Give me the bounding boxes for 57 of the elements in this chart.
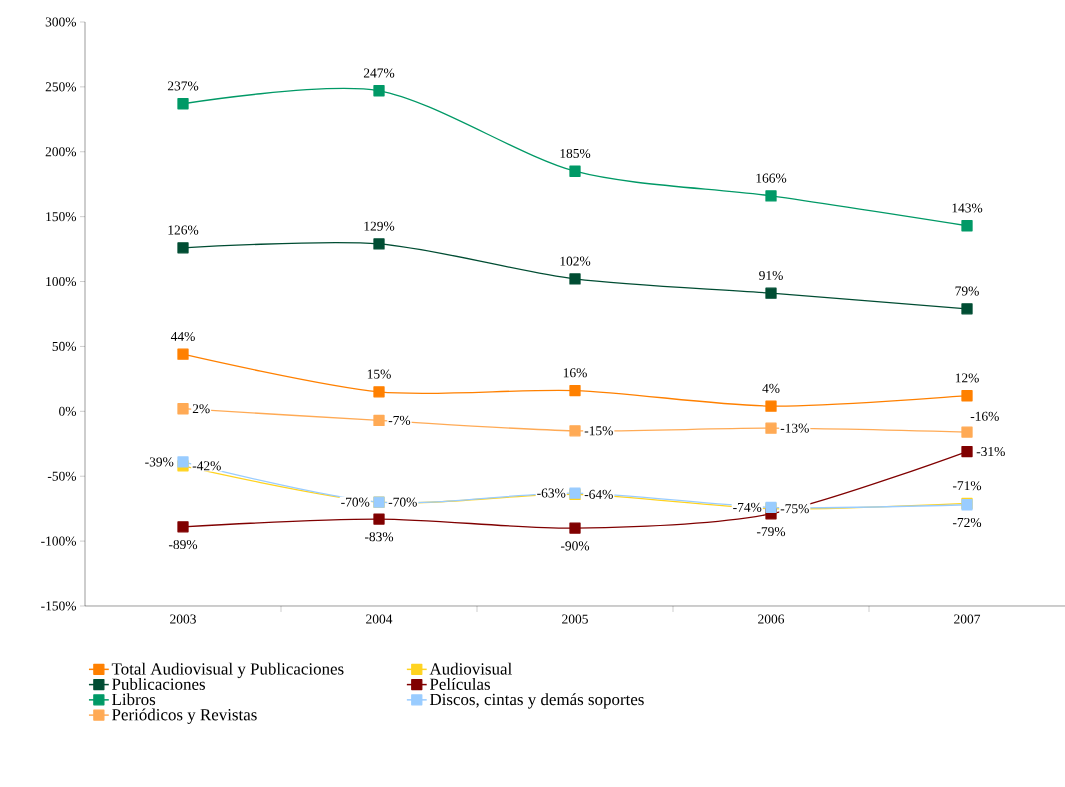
x-tick-label: 2003	[170, 614, 196, 624]
data-label: 237%	[167, 81, 199, 91]
data-label: -63%	[537, 488, 566, 498]
data-label: 4%	[762, 383, 780, 393]
data-label: -83%	[364, 532, 394, 542]
data-label: -72%	[952, 517, 982, 528]
data-label: -75%	[780, 504, 809, 514]
data-label: 185%	[560, 148, 591, 159]
data-label: -70%	[341, 497, 370, 507]
y-tick-label: 100%	[46, 276, 77, 287]
data-label: -70%	[388, 497, 417, 507]
data-label: -74%	[733, 502, 762, 512]
data-label: -31%	[976, 446, 1005, 457]
legend-label: Discos, cintas y demás soportes	[429, 693, 644, 709]
legend-label: Publicaciones	[112, 677, 205, 690]
data-label: -15%	[584, 426, 613, 436]
data-label: 44%	[170, 331, 195, 342]
legend-label: Libros	[112, 693, 156, 706]
y-tick-label: 300%	[45, 17, 77, 27]
y-tick-label: 0%	[59, 406, 77, 416]
x-tick-label: 2006	[758, 614, 785, 624]
data-label: -13%	[780, 423, 809, 433]
data-label: 2%	[192, 404, 210, 414]
data-label: 79%	[955, 286, 979, 296]
data-label: 129%	[364, 221, 395, 231]
data-label: -79%	[756, 527, 786, 537]
x-tick-label: 2005	[562, 614, 588, 624]
legend-label: Total Audiovisual y Publicaciones	[111, 662, 344, 679]
y-tick-label: -50%	[47, 471, 77, 481]
data-label: -90%	[560, 541, 590, 551]
y-tick-label: 200%	[45, 147, 77, 157]
data-label: 126%	[168, 225, 199, 235]
data-label: -64%	[584, 489, 613, 499]
data-label: -7%	[388, 415, 411, 425]
data-label: 15%	[367, 369, 391, 379]
data-label: -39%	[145, 457, 174, 467]
x-tick-label: 2007	[954, 614, 981, 624]
y-tick-label: -150%	[41, 601, 77, 611]
data-label: 91%	[759, 270, 783, 281]
data-label: -71%	[952, 481, 982, 491]
data-label: 12%	[955, 373, 979, 383]
data-label: -42%	[192, 461, 221, 471]
y-tick-label: 50%	[52, 341, 77, 351]
data-label: 102%	[560, 256, 591, 266]
legend-label: Periódicos y Revistas	[112, 708, 257, 724]
y-tick-label: 250%	[45, 82, 77, 92]
y-tick-label: -100%	[41, 536, 77, 546]
data-label: -16%	[970, 411, 999, 421]
legend-label: Películas	[429, 677, 490, 690]
data-label: 166%	[756, 173, 787, 183]
legend-label: Audiovisual	[429, 662, 512, 675]
y-tick-label: 150%	[46, 212, 77, 222]
data-label: 16%	[563, 368, 587, 378]
data-label: -89%	[168, 540, 198, 550]
x-tick-label: 2004	[366, 614, 393, 624]
data-label: 247%	[363, 68, 395, 78]
data-label: 143%	[952, 203, 983, 213]
